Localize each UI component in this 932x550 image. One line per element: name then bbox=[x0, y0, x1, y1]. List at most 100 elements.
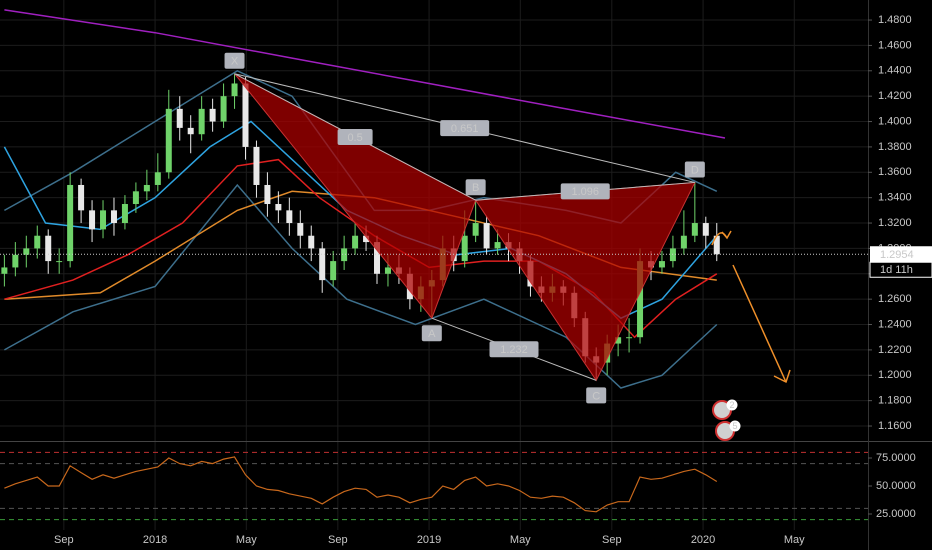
last-price-label: 1.2954 bbox=[880, 249, 914, 261]
x-tick-label: May bbox=[236, 534, 257, 546]
x-tick-label: 2019 bbox=[417, 534, 441, 546]
y-tick-label: 1.4600 bbox=[878, 39, 912, 51]
candle-body bbox=[680, 235, 687, 249]
point-label: B bbox=[472, 182, 479, 194]
candle-body bbox=[1, 267, 8, 274]
ratio-label: 0.651 bbox=[451, 123, 479, 135]
candle-body bbox=[363, 235, 370, 243]
candle-body bbox=[34, 235, 41, 249]
candle-body bbox=[110, 210, 117, 224]
last-price-box bbox=[870, 246, 932, 263]
candle-body bbox=[308, 235, 315, 249]
candle-body bbox=[275, 204, 282, 211]
ratio-label-box bbox=[560, 183, 610, 200]
candle-body bbox=[330, 261, 337, 281]
candle-body bbox=[89, 210, 96, 230]
candle-body bbox=[615, 337, 622, 344]
candle-body bbox=[154, 172, 161, 185]
y-tick-label: 1.1800 bbox=[878, 395, 912, 407]
x-tick-label: Sep bbox=[54, 534, 74, 546]
candle-body bbox=[297, 223, 304, 236]
candle-body bbox=[187, 127, 194, 135]
candle-body bbox=[384, 267, 391, 274]
arrow-shaft bbox=[732, 264, 787, 383]
axes: Sep 2018 May Sep 2019 May Sep 2020 May 1.4800 1.46… bbox=[54, 14, 932, 546]
y-tick-label: 1.3400 bbox=[878, 192, 912, 204]
event-count: 2 bbox=[729, 400, 734, 410]
candle-body bbox=[198, 108, 205, 135]
candle-body bbox=[472, 223, 479, 236]
point-label-box bbox=[421, 325, 442, 342]
candle-body bbox=[494, 242, 501, 249]
y-tick-label: 1.3800 bbox=[878, 141, 912, 153]
candle-body bbox=[220, 96, 227, 122]
candle-body bbox=[637, 261, 644, 338]
candle-body bbox=[242, 83, 249, 147]
y-tick-label: 1.4400 bbox=[878, 65, 912, 77]
candle-body bbox=[121, 204, 128, 224]
x-tick-label: 2020 bbox=[691, 534, 715, 546]
countdown-box bbox=[869, 261, 932, 278]
candle-body bbox=[626, 337, 633, 339]
candle-body bbox=[319, 248, 326, 281]
candle-body bbox=[341, 248, 348, 262]
candle-body bbox=[209, 108, 216, 122]
indicator-line bbox=[4, 9, 726, 139]
candle-body bbox=[165, 108, 172, 173]
candle-body bbox=[691, 223, 698, 236]
y-tick-label: 1.2400 bbox=[878, 318, 912, 330]
candle-body bbox=[352, 235, 359, 249]
rsi-pane bbox=[0, 451, 868, 521]
y-tick-label: 1.4800 bbox=[878, 14, 912, 26]
y-tick-label: 1.2000 bbox=[878, 369, 912, 381]
indicator-line bbox=[4, 183, 718, 389]
point-label-box bbox=[224, 52, 245, 69]
candle-body bbox=[713, 235, 720, 255]
candle-body bbox=[132, 191, 139, 205]
candle-body bbox=[12, 254, 19, 268]
candle-body bbox=[286, 210, 293, 224]
rsi-y-tick-label: 25.0000 bbox=[876, 508, 916, 520]
candle-body bbox=[100, 210, 107, 230]
candle-body bbox=[461, 235, 468, 262]
y-tick-label: 1.3200 bbox=[878, 217, 912, 229]
candle-body bbox=[143, 184, 150, 192]
candle-body bbox=[669, 248, 676, 262]
ratio-label: 1.232 bbox=[500, 344, 528, 356]
event-count: 5 bbox=[732, 421, 737, 431]
candle-body bbox=[483, 223, 490, 249]
ratio-label: 1.096 bbox=[571, 186, 599, 198]
candle-body bbox=[374, 242, 381, 274]
point-label-box bbox=[586, 387, 607, 404]
x-tick-label: May bbox=[784, 534, 805, 546]
candle-body bbox=[231, 83, 238, 97]
y-tick-label: 1.1600 bbox=[878, 420, 912, 432]
y-tick-label: 1.4000 bbox=[878, 115, 912, 127]
candle-body bbox=[264, 184, 271, 205]
candle-body bbox=[658, 261, 665, 268]
price-pane: 0.5 0.651 1.096 1.232 X A B C D 2 5 bbox=[0, 9, 868, 441]
candle-body bbox=[253, 146, 260, 185]
candle-body bbox=[78, 184, 85, 211]
countdown-label: 1d 11h bbox=[880, 264, 913, 276]
x-tick-label: 2018 bbox=[143, 534, 167, 546]
ratio-label-box bbox=[337, 128, 373, 145]
x-tick-label: May bbox=[510, 534, 531, 546]
x-tick-label: Sep bbox=[328, 534, 348, 546]
event-count-bubble bbox=[726, 399, 738, 411]
arrow-head-small bbox=[721, 230, 732, 240]
y-tick-label: 1.2200 bbox=[878, 344, 912, 356]
y-tick-label: 1.3600 bbox=[878, 166, 912, 178]
ratio-label-box bbox=[440, 120, 490, 137]
y-tick-label: 1.2600 bbox=[878, 293, 912, 305]
ratio-label: 0.5 bbox=[347, 132, 362, 144]
point-label: X bbox=[231, 56, 239, 68]
point-label: C bbox=[592, 390, 600, 402]
projection-arrow bbox=[711, 230, 791, 384]
y-tick-label: 1.4200 bbox=[878, 90, 912, 102]
rsi-y-tick-label: 75.0000 bbox=[876, 452, 916, 464]
x-tick-label: Sep bbox=[602, 534, 622, 546]
arrow-head bbox=[773, 369, 791, 384]
